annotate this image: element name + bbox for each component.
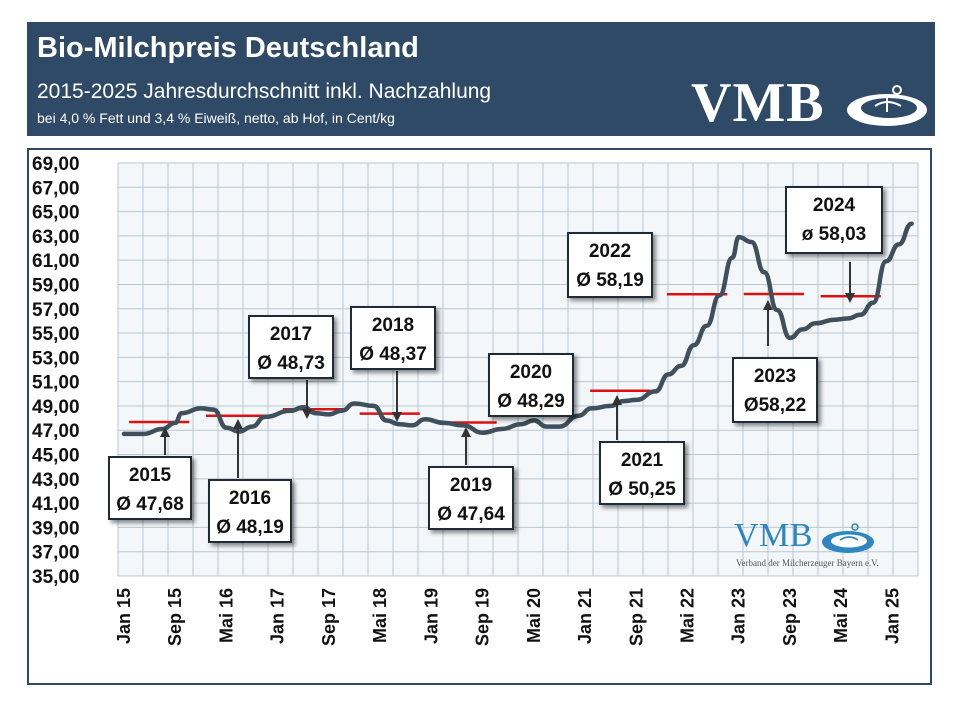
y-tick-label: 51,00 [32, 373, 80, 394]
callout-2019-value: Ø 47,64 [437, 504, 505, 525]
callout-2015: 2015 Ø 47,68 [108, 456, 192, 520]
callout-2015-year: 2015 [128, 465, 172, 486]
callout-2020: 2020 Ø 48,29 [488, 353, 574, 417]
vmb-logo-emblem-icon [847, 85, 927, 126]
callout-2022-value: Ø 58,19 [576, 270, 644, 291]
callout-2021-value: Ø 50,25 [608, 479, 676, 500]
y-tick-label: 67,00 [32, 178, 80, 199]
callout-2024: 2024 ø 58,03 [785, 186, 883, 254]
callout-2016-value: Ø 48,19 [216, 517, 284, 538]
x-tick-label: Jan 21 [575, 588, 595, 644]
callout-2017-value: Ø 48,73 [257, 353, 325, 374]
callout-2020-value: Ø 48,29 [497, 391, 565, 412]
vmb-logo-text: VMB [691, 72, 825, 134]
callout-2018: 2018 Ø 48,37 [350, 306, 436, 370]
y-tick-label: 65,00 [32, 203, 80, 224]
x-tick-label: Sep 23 [780, 588, 800, 646]
chart-subtitle: 2015-2025 Jahresdurchschnitt inkl. Nachz… [37, 80, 492, 103]
callout-2023: 2023 Ø58,22 [732, 357, 818, 423]
x-tick-label: Sep 19 [473, 588, 493, 646]
y-tick-label: 39,00 [32, 518, 80, 539]
y-tick-label: 37,00 [32, 543, 80, 564]
callout-2019: 2019 Ø 47,64 [428, 466, 514, 530]
x-tick-label: Jan 15 [114, 588, 134, 644]
callout-2017: 2017 Ø 48,73 [248, 315, 334, 379]
y-tick-label: 45,00 [32, 446, 80, 467]
callout-2017-year: 2017 [269, 324, 313, 345]
x-tick-label: Sep 21 [626, 588, 646, 646]
callout-2022: 2022 Ø 58,19 [567, 232, 653, 298]
callout-2023-value: Ø58,22 [743, 395, 807, 416]
y-tick-label: 41,00 [32, 494, 80, 515]
callout-2024-year: 2024 [812, 195, 856, 216]
y-tick-label: 43,00 [32, 470, 80, 491]
callout-2018-year: 2018 [371, 315, 415, 336]
y-tick-label: 61,00 [32, 251, 80, 272]
y-tick-label: 59,00 [32, 275, 80, 296]
callout-2022-year: 2022 [588, 241, 632, 262]
x-tick-label: Mai 16 [216, 588, 236, 643]
y-tick-label: 35,00 [32, 567, 80, 588]
x-tick-label: Sep 17 [319, 588, 339, 646]
y-tick-label: 47,00 [32, 421, 80, 442]
x-tick-label: Sep 15 [165, 588, 185, 646]
x-tick-label: Mai 18 [370, 588, 390, 643]
callout-2020-year: 2020 [509, 362, 553, 383]
callout-2024-value: ø 58,03 [801, 224, 867, 245]
y-tick-label: 53,00 [32, 348, 80, 369]
x-tick-label: Jan 19 [421, 588, 441, 644]
y-tick-label: 69,00 [32, 154, 80, 175]
x-tick-label: Jan 25 [882, 588, 902, 644]
vmb-watermark-text: VMB [734, 517, 813, 554]
vmb-watermark-tagline: Verband der Milcherzeuger Bayern e.V. [736, 558, 879, 568]
y-tick-label: 57,00 [32, 300, 80, 321]
y-tick-label: 63,00 [32, 227, 80, 248]
vmb-watermark-logo: VMB Verband der Milcherzeuger Bayern e.V… [734, 516, 884, 572]
callout-2021-year: 2021 [620, 450, 664, 471]
callout-2015-value: Ø 47,68 [116, 494, 184, 515]
chart-title: Bio-Milchpreis Deutschland [37, 32, 419, 64]
callout-2016: 2016 Ø 48,19 [208, 479, 292, 543]
y-tick-label: 49,00 [32, 397, 80, 418]
callout-2018-value: Ø 48,37 [359, 344, 427, 365]
price-series-line [121, 221, 914, 437]
vmb-logo: VMB [691, 72, 931, 134]
x-tick-label: Jan 23 [729, 588, 749, 644]
x-tick-label: Jan 17 [268, 588, 288, 644]
callout-2016-year: 2016 [228, 488, 272, 509]
callout-2021: 2021 Ø 50,25 [599, 441, 685, 505]
y-tick-label: 55,00 [32, 324, 80, 345]
callout-2019-year: 2019 [449, 475, 493, 496]
chart-note: bei 4,0 % Fett und 3,4 % Eiweiß, netto, … [37, 110, 395, 126]
x-tick-label: Mai 24 [831, 588, 851, 643]
title-banner: Bio-Milchpreis Deutschland 2015-2025 Jah… [27, 22, 935, 136]
callout-2023-year: 2023 [753, 366, 797, 387]
vmb-watermark-emblem-icon [822, 523, 874, 553]
x-tick-label: Mai 20 [524, 588, 544, 643]
x-tick-label: Mai 22 [677, 588, 697, 643]
